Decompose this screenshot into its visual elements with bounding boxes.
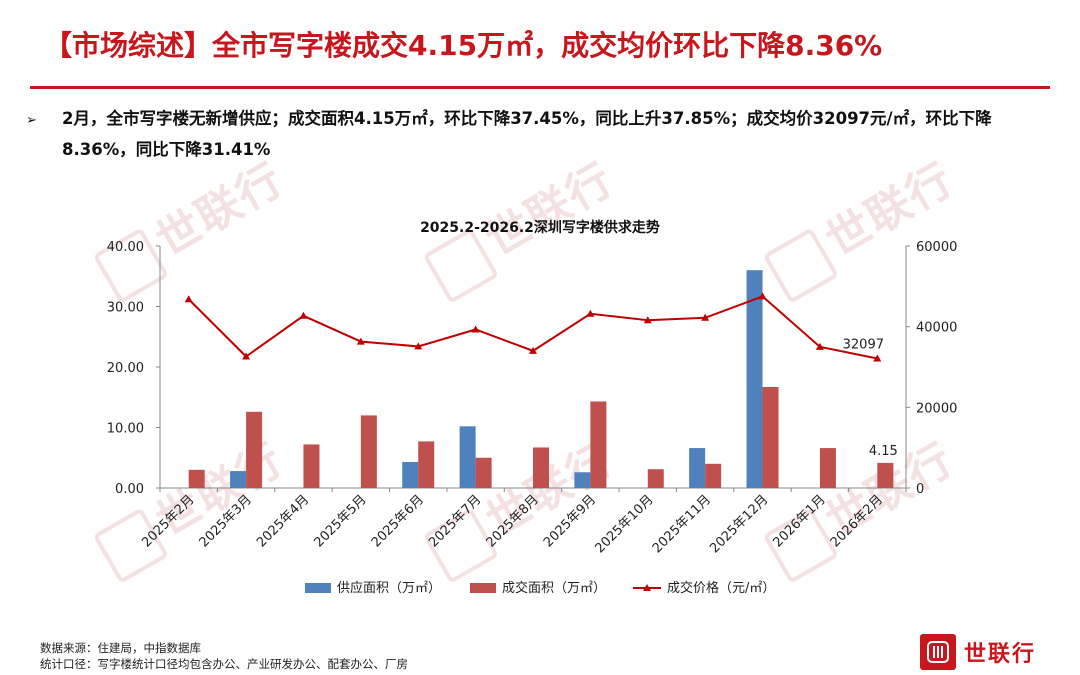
x-tick-label: 2025年8月 bbox=[484, 492, 542, 550]
x-tick-label: 2025年5月 bbox=[311, 492, 369, 550]
y-left-tick-label: 20.00 bbox=[107, 361, 144, 376]
price-point bbox=[414, 342, 423, 350]
transaction-bar bbox=[475, 457, 492, 488]
data-source-note: 数据来源：住建局，中指数据库 bbox=[40, 641, 201, 655]
transaction-bar bbox=[647, 469, 664, 488]
transaction-bar bbox=[533, 447, 549, 488]
price-point bbox=[184, 295, 193, 303]
slide-title: 【市场综述】全市写字楼成交4.15万㎡，成交均价环比下降8.36% bbox=[44, 29, 883, 62]
chart-legend: 供应面积（万㎡） 成交面积（万㎡） 成交价格（元/㎡） bbox=[305, 580, 775, 596]
y-right-tick-label: 20000 bbox=[916, 401, 957, 416]
price-point bbox=[299, 311, 308, 319]
price-point bbox=[242, 352, 251, 360]
price-point bbox=[758, 292, 767, 300]
transaction-bar bbox=[762, 386, 779, 488]
x-tick-label: 2025年6月 bbox=[369, 492, 427, 550]
y-right-tick-label: 0 bbox=[916, 482, 924, 497]
price-point bbox=[586, 309, 595, 317]
statistical-scope-note: 统计口径：写字楼统计口径均包含办公、产业研发办公、配套办公、厂房 bbox=[40, 657, 408, 671]
supply-bar bbox=[689, 448, 706, 488]
transaction-bar bbox=[877, 462, 894, 488]
transaction-bar bbox=[418, 441, 435, 488]
transaction-bar bbox=[705, 463, 722, 488]
x-tick-label: 2025年11月 bbox=[650, 492, 714, 556]
supply-bar bbox=[459, 426, 476, 488]
x-tick-label: 2025年7月 bbox=[426, 492, 484, 550]
x-tick-label: 2025年2月 bbox=[139, 492, 197, 550]
brand-logo: 世联行 bbox=[920, 634, 1036, 670]
price-point bbox=[643, 316, 652, 324]
x-tick-label: 2026年1月 bbox=[771, 492, 829, 550]
summary-text: 2月，全市写字楼无新增供应；成交面积4.15万㎡，环比下降37.45%，同比上升… bbox=[62, 109, 992, 159]
y-left-tick-label: 10.00 bbox=[107, 422, 144, 437]
y-right-tick-label: 40000 bbox=[916, 321, 957, 336]
transaction-data-label: 4.15 bbox=[869, 444, 898, 459]
legend-label: 成交面积（万㎡） bbox=[502, 580, 606, 596]
logo-text: 世联行 bbox=[964, 641, 1037, 667]
transaction-bar bbox=[360, 415, 377, 488]
x-tick-labels: 2025年2月 2025年3月 2025年4月 2025年5月 2025年6月 2025年… bbox=[139, 492, 886, 556]
legend-label: 供应面积（万㎡） bbox=[337, 580, 441, 596]
y-left-tick-label: 30.00 bbox=[107, 301, 144, 316]
y-left-tick-label: 0.00 bbox=[115, 482, 144, 497]
legend-marker bbox=[643, 584, 651, 591]
price-point bbox=[873, 354, 882, 362]
transaction-bar bbox=[819, 448, 836, 488]
transaction-bar bbox=[246, 411, 263, 488]
chart-axes: 0.00 10.00 20.00 30.00 40.00 0 20000 40000 60000 bbox=[107, 240, 958, 497]
x-tick-label: 2025年10月 bbox=[593, 492, 657, 556]
price-point bbox=[356, 337, 365, 345]
transaction-bar bbox=[590, 401, 607, 488]
x-tick-label: 2025年12月 bbox=[707, 492, 771, 556]
price-data-label: 32097 bbox=[843, 338, 884, 353]
y-left-tick-label: 40.00 bbox=[107, 240, 144, 255]
legend-swatch bbox=[470, 583, 496, 593]
footer-notes: 数据来源：住建局，中指数据库 统计口径：写字楼统计口径均包含办公、产业研发办公、… bbox=[40, 640, 408, 672]
supply-bar bbox=[574, 472, 591, 488]
price-point bbox=[529, 346, 537, 354]
x-tick-label: 2025年4月 bbox=[254, 492, 312, 550]
price-point bbox=[815, 342, 824, 350]
x-tick-label: 2025年9月 bbox=[541, 492, 599, 550]
data-labels: 4.15 32097 bbox=[843, 338, 898, 459]
x-tick-label: 2025年3月 bbox=[197, 492, 255, 550]
summary-bullet: ➢ 2月，全市写字楼无新增供应；成交面积4.15万㎡，环比下降37.45%，同比上… bbox=[26, 104, 1062, 164]
price-point bbox=[471, 325, 480, 333]
price-line bbox=[184, 292, 882, 362]
bullet-arrow-icon: ➢ bbox=[26, 113, 37, 128]
price-point bbox=[701, 313, 710, 321]
title-divider bbox=[30, 86, 1050, 89]
logo-icon bbox=[920, 634, 956, 670]
supply-bar bbox=[746, 270, 763, 488]
y-right-tick-label: 60000 bbox=[916, 240, 957, 255]
supply-bar bbox=[230, 471, 247, 488]
legend-swatch bbox=[305, 583, 331, 593]
chart-bars bbox=[188, 270, 894, 488]
transaction-bar bbox=[303, 444, 320, 488]
supply-bar bbox=[402, 461, 419, 488]
legend-label: 成交价格（元/㎡） bbox=[667, 580, 775, 596]
chart-title: 2025.2-2026.2深圳写字楼供求走势 bbox=[420, 219, 660, 236]
x-tick-label: 2026年2月 bbox=[828, 492, 886, 550]
transaction-bar bbox=[188, 469, 205, 488]
